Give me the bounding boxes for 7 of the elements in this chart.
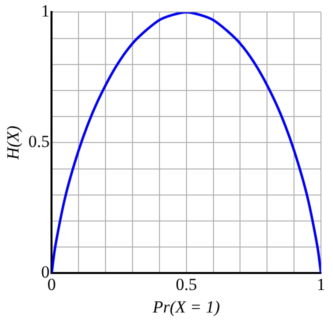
- y-tick-label: 1: [41, 2, 50, 21]
- line-series: [52, 12, 321, 274]
- x-tick-label: 0.5: [176, 274, 197, 294]
- x-tick-label: 1: [316, 274, 326, 294]
- y-tick-label: 0.5: [28, 132, 50, 152]
- x-axis-title: Pr(X = 1): [152, 297, 220, 316]
- y-axis-title: H(X): [4, 125, 23, 161]
